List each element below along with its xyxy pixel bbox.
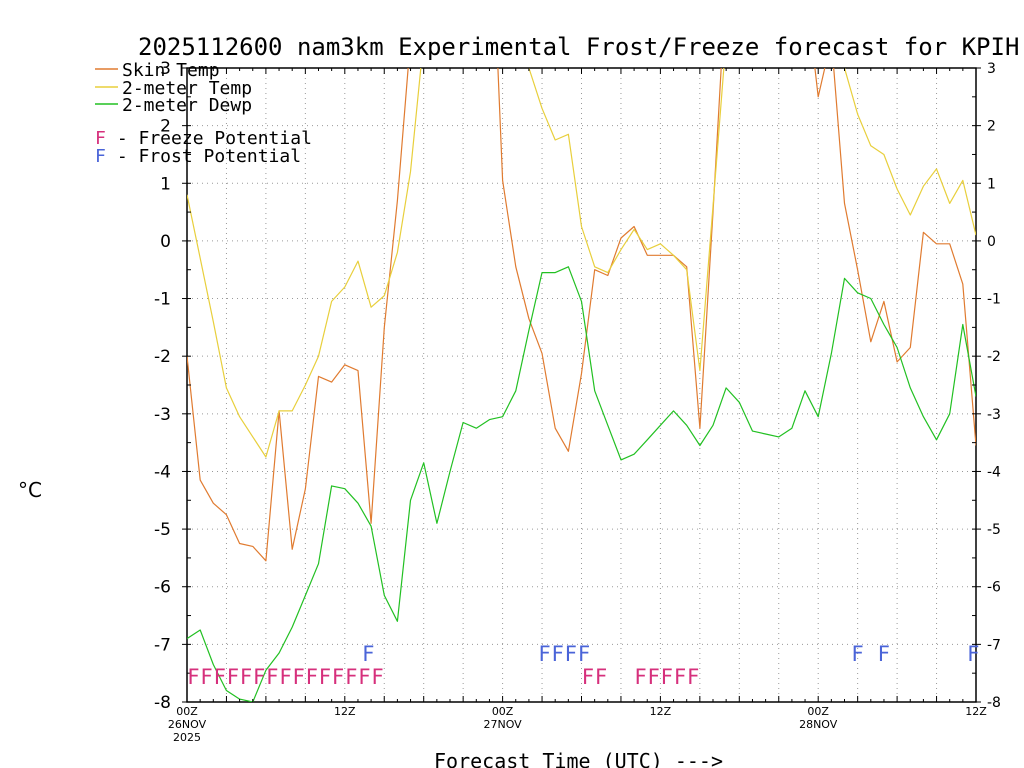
frost-potential-marker: F	[565, 642, 577, 666]
y-tick-label-left: -5	[154, 520, 171, 540]
y-tick-label-right: -1	[987, 292, 1001, 308]
series-line-skin-temp	[187, 68, 976, 562]
y-tick-label-left: 2	[160, 117, 171, 137]
frost-potential-marker: F	[967, 642, 979, 666]
frost-potential-marker: F	[362, 642, 374, 666]
axis-ticks: -8 -8 -7 -7 -6 -6 -5 -5 -4 -4 -3 -3 -2 -2 -1 -1 0 0 1 1 2 2 3 3…	[154, 59, 1001, 744]
y-tick-label-right: 3	[987, 61, 996, 77]
x-tick-label: 12Z	[334, 705, 356, 718]
x-tick-label: 00Z	[176, 705, 198, 718]
y-tick-label-left: -8	[154, 693, 171, 713]
x-tick-year-label: 2025	[173, 731, 201, 744]
x-axis-label: Forecast Time (UTC) --->	[434, 749, 723, 768]
y-tick-label-left: -3	[154, 405, 171, 425]
frost-potential-marker: F	[552, 642, 564, 666]
freeze-potential-marker: F	[674, 665, 686, 689]
chart-title: 2025112600 nam3km Experimental Frost/Fre…	[138, 33, 1019, 61]
y-tick-label-right: 1	[987, 176, 996, 192]
freeze-potential-marker: F	[661, 665, 673, 689]
freeze-potential-marker: F	[253, 665, 265, 689]
freeze-potential-marker: F	[332, 665, 344, 689]
freeze-potential-marker: F	[595, 665, 607, 689]
freeze-potential-marker: F	[648, 665, 660, 689]
y-tick-label-left: 3	[160, 59, 171, 79]
legend: Skin Temp 2-meter Temp 2-meter Dewp F - …	[95, 60, 312, 167]
frost-potential-marker: F	[878, 642, 890, 666]
freeze-potential-marker: F	[358, 665, 370, 689]
x-tick-date-label: 27NOV	[483, 718, 522, 731]
y-tick-label-right: -7	[987, 637, 1001, 653]
y-tick-label-right: -3	[987, 407, 1001, 423]
y-tick-label-right: -6	[987, 580, 1001, 596]
y-tick-label-left: -1	[154, 290, 171, 310]
freeze-potential-marker: F	[201, 665, 213, 689]
frost-potential-marker: F	[578, 642, 590, 666]
freeze-potential-marker: F	[188, 665, 200, 689]
frost-potential-marker: F	[539, 642, 551, 666]
x-tick-label: 12Z	[650, 705, 672, 718]
series-lines	[187, 68, 976, 702]
x-tick-label: 12Z	[965, 705, 987, 718]
frost-potential-marker: F	[852, 642, 864, 666]
freeze-potential-marker: F	[687, 665, 699, 689]
freeze-potential-marker: F	[635, 665, 647, 689]
y-tick-label-right: -8	[987, 695, 1001, 711]
y-tick-label-right: -5	[987, 522, 1001, 538]
legend-2m-temp-label: 2-meter Temp	[122, 78, 252, 99]
legend-frost-label: - Frost Potential	[106, 146, 301, 167]
freeze-potential-marker: F	[280, 665, 292, 689]
x-tick-label: 00Z	[807, 705, 829, 718]
legend-frost-mark: F	[95, 146, 106, 167]
y-tick-label-right: 0	[987, 234, 996, 250]
y-tick-label-left: -6	[154, 578, 171, 598]
freeze-potential-marker: F	[227, 665, 239, 689]
legend-skin-temp-label: Skin Temp	[122, 60, 220, 81]
freeze-potential-marker: F	[372, 665, 384, 689]
legend-freeze-label: - Freeze Potential	[106, 128, 312, 149]
x-tick-date-label: 26NOV	[168, 718, 207, 731]
legend-freeze-mark: F	[95, 128, 106, 149]
freeze-potential-marker: F	[214, 665, 226, 689]
series-line-2-meter-temp	[187, 68, 976, 458]
y-tick-label-left: -2	[154, 347, 171, 367]
y-tick-label-left: -4	[154, 462, 171, 482]
freeze-potential-marker: F	[345, 665, 357, 689]
freeze-potential-marker: F	[293, 665, 305, 689]
y-tick-label-left: 1	[160, 174, 171, 194]
y-tick-label-right: -4	[987, 464, 1001, 480]
series-line-2-meter-dewp	[187, 266, 976, 702]
x-tick-date-label: 28NOV	[799, 718, 838, 731]
freeze-potential-marker: F	[306, 665, 318, 689]
y-axis-label: °C	[18, 478, 42, 502]
y-tick-label-right: 2	[987, 119, 996, 135]
freeze-potential-marker: F	[319, 665, 331, 689]
freeze-potential-marker: F	[240, 665, 252, 689]
x-tick-label: 00Z	[492, 705, 514, 718]
potential-markers: F F F F F F F F F F F F F F F F F F F F F FF F F F F F F F	[188, 642, 980, 689]
freeze-potential-marker: F	[582, 665, 594, 689]
y-tick-label-right: -2	[987, 349, 1001, 365]
y-tick-label-left: 0	[160, 232, 171, 252]
y-tick-label-left: -7	[154, 635, 171, 655]
freeze-potential-marker: F	[266, 665, 278, 689]
legend-2m-dewp-label: 2-meter Dewp	[122, 95, 252, 116]
